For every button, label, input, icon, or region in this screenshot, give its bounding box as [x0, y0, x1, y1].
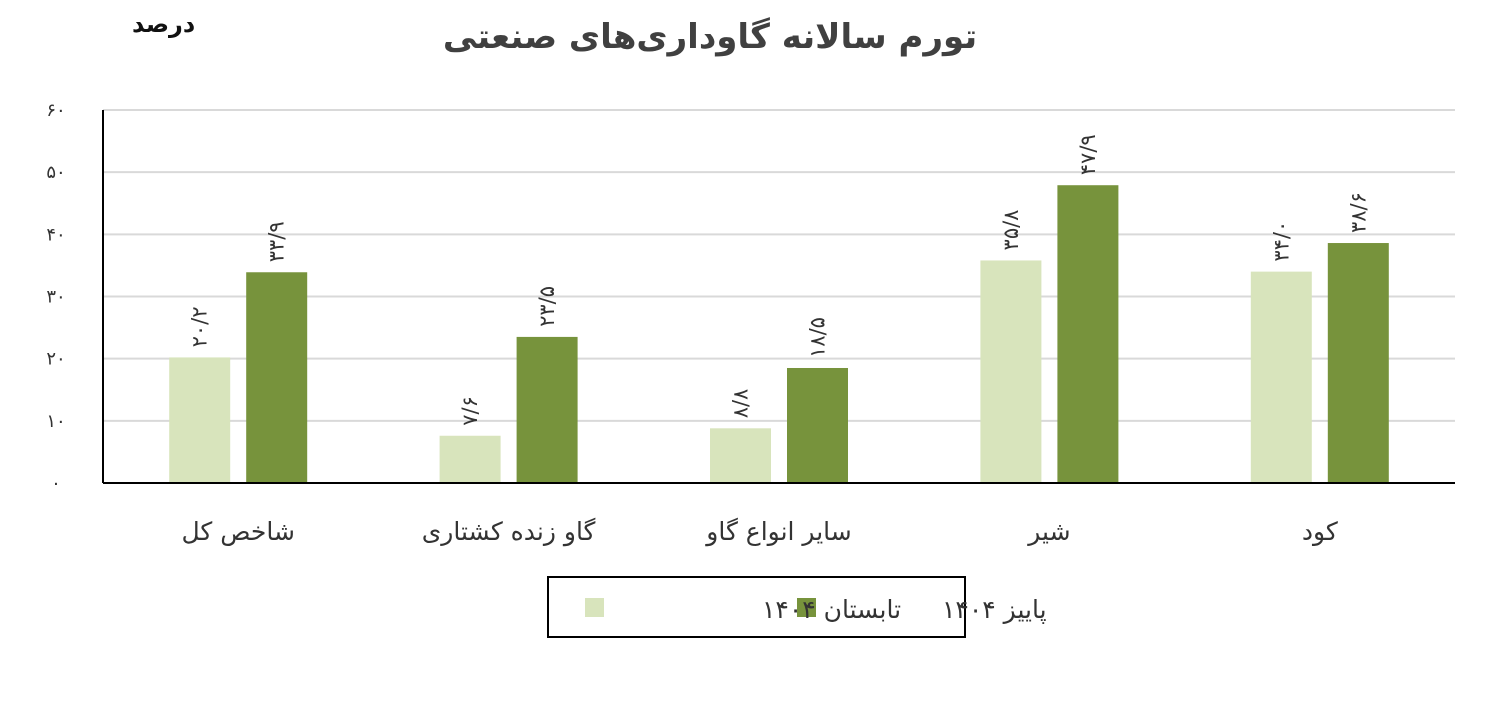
data-label-paeez-3: ۱۸/۵ [806, 317, 830, 358]
data-label-tabestan-2: ۷/۶ [458, 396, 482, 426]
data-labels: ۲۰/۲ ۳۳/۹ ۷/۶ ۲۳/۵ ۸/۸ ۱۸/۵ ۳۵/۸ ۴۷/۹ ۳۴/۰ ۳۸/۶ [188, 134, 1371, 425]
data-label-tabestan-5: ۳۴/۰ [1269, 221, 1293, 262]
bars [169, 185, 1389, 483]
x-category-label-1: شاخص کل [181, 517, 294, 546]
legend-box [547, 576, 966, 638]
y-axis-tick-labels: ۰ ۱۰ ۲۰ ۳۰ ۴۰ ۵۰ ۶۰ [46, 100, 65, 494]
bar-tabestan-5 [1250, 271, 1312, 483]
data-label-paeez-4: ۴۷/۹ [1076, 134, 1100, 175]
bar-paeez-5 [1327, 243, 1389, 483]
bar-paeez-1 [246, 272, 308, 483]
legend-swatch-paeez [797, 598, 816, 617]
data-label-paeez-5: ۳۸/۶ [1346, 192, 1370, 233]
y-tick-label-40: ۴۰ [46, 224, 65, 245]
bar-paeez-2 [516, 336, 578, 483]
y-tick-label-10: ۱۰ [46, 411, 65, 432]
bar-paeez-4 [1057, 185, 1119, 483]
y-tick-label-60: ۶۰ [46, 100, 65, 121]
gridlines [103, 109, 1455, 422]
x-category-label-2: گاو زنده کشتاری [422, 517, 596, 547]
x-category-label-5: کود [1302, 517, 1338, 546]
data-label-tabestan-4: ۳۵/۸ [999, 210, 1023, 251]
bar-tabestan-4 [980, 260, 1042, 483]
bar-tabestan-3 [710, 428, 771, 483]
y-tick-label-30: ۳۰ [46, 287, 65, 308]
bar-paeez-3 [787, 367, 848, 483]
x-category-label-3: سایر انواع گاو [704, 517, 851, 547]
x-category-label-4: شیر [1026, 517, 1070, 546]
y-axis-unit-label: درصد [132, 10, 195, 38]
legend-swatch-tabestan [585, 598, 604, 617]
y-tick-label-20: ۲۰ [46, 349, 65, 370]
legend-label-tabestan: تابستان ۱۴۰۴ [762, 595, 901, 624]
data-label-tabestan-3: ۸/۸ [729, 389, 753, 419]
data-label-paeez-2: ۲۳/۵ [535, 286, 559, 327]
bar-tabestan-1 [169, 357, 231, 483]
y-tick-label-50: ۵۰ [46, 162, 65, 183]
y-tick-label-0: ۰ [51, 473, 61, 494]
chart-title: تورم سالانه گاوداری‌های صنعتی [443, 17, 977, 57]
legend: پاییز ۱۴۰۴ تابستان ۱۴۰۴ [547, 576, 1047, 638]
data-label-tabestan-1: ۲۰/۲ [188, 307, 212, 348]
bar-tabestan-2 [439, 435, 501, 483]
x-axis-category-labels: شاخص کل گاو زنده کشتاری سایر انواع گاو شیر ک… [181, 517, 1337, 547]
axes [102, 110, 1455, 484]
data-label-paeez-1: ۳۳/۹ [265, 221, 289, 262]
legend-label-paeez: پاییز ۱۴۰۴ [942, 595, 1047, 624]
